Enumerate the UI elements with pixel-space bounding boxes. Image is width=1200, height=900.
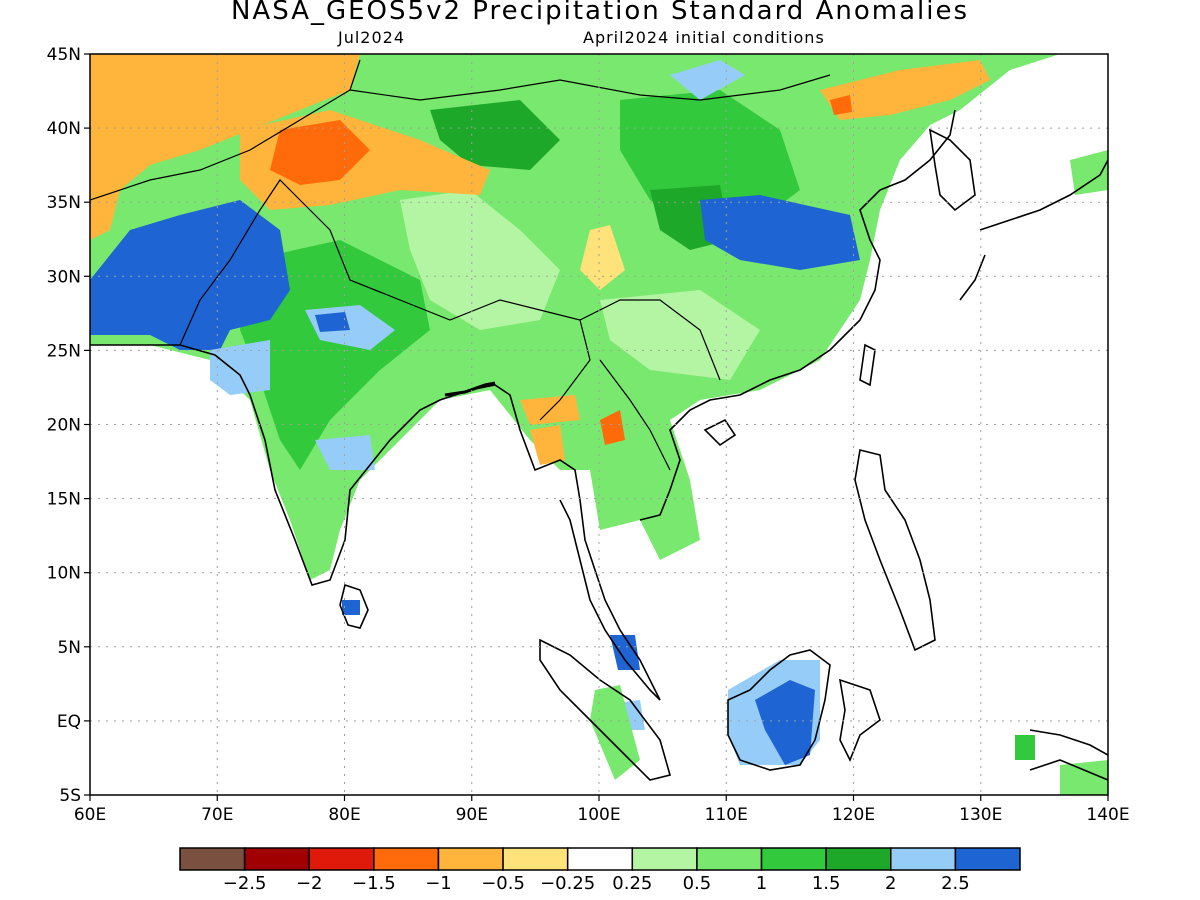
wet-anomaly-area: [700, 195, 860, 270]
light-green-anomaly-area: [400, 190, 560, 330]
colorbar-swatch: [502, 847, 569, 871]
colorbar-label: 2: [885, 873, 896, 894]
y-tick-label: 10N: [47, 564, 81, 584]
wet-anomaly-area: [610, 635, 640, 670]
dry-anomaly-area: [580, 225, 625, 290]
x-tick-label: 60E: [74, 805, 106, 825]
colorbar-swatch: [696, 847, 763, 871]
colorbar-label: 2.5: [941, 873, 970, 894]
colorbar-swatch: [954, 847, 1021, 871]
coastline-borneo: [727, 649, 831, 771]
green-anomaly-area: [590, 685, 640, 780]
coastline-philippines: [854, 449, 936, 652]
colorbar-swatch: [825, 847, 892, 871]
coastline-sulawesi: [838, 678, 881, 762]
colorbar-label: −1.5: [352, 873, 396, 894]
x-tick-label: 100E: [577, 805, 620, 825]
axis-ticks: 60E 70E 80E 90E 100E 110E 120E 130E 140E 5S EQ 5N 10…: [47, 45, 1130, 825]
colorbar-swatch: [437, 847, 504, 871]
x-tick-label: 120E: [832, 805, 875, 825]
x-tick-label: 80E: [328, 805, 360, 825]
x-tick-label: 70E: [201, 805, 233, 825]
colorbar-label: 1: [756, 873, 767, 894]
y-tick-label: 35N: [47, 193, 81, 213]
strong-dry-anomaly-area: [830, 95, 852, 115]
y-tick-label: 15N: [47, 490, 81, 510]
x-tick-label: 110E: [705, 805, 748, 825]
initial-conditions-label: April2024 initial conditions: [583, 28, 825, 47]
y-tick-label: 20N: [47, 416, 81, 436]
colorbar-swatch: [631, 847, 698, 871]
coastline-sri-lanka: [339, 583, 369, 629]
green-anomaly-area: [1070, 150, 1108, 195]
colorbar-label: −0.5: [481, 873, 525, 894]
x-tick-label: 130E: [959, 805, 1002, 825]
colorbar-swatch: [760, 847, 827, 871]
wet-anomaly-area: [90, 200, 290, 350]
light-green-anomaly-area: [600, 290, 760, 380]
y-tick-label: 5N: [57, 638, 81, 658]
colorbar-label: 0.5: [683, 873, 712, 894]
green-anomaly-area: [240, 240, 430, 470]
coastline-korea: [928, 128, 976, 212]
wet-anomaly-area: [315, 435, 375, 470]
dry-anomaly-area: [90, 54, 360, 240]
y-tick-label: 30N: [47, 267, 81, 287]
colorbar-swatch: [890, 847, 957, 871]
coastline-south-asia: [90, 344, 661, 701]
colorbar-swatch: [373, 847, 440, 871]
y-tick-label: EQ: [57, 712, 81, 732]
country-borders: [90, 59, 831, 471]
dry-anomaly-area: [820, 60, 990, 120]
colorbar-swatch: [308, 847, 375, 871]
plot-title: NASA_GEOS5v2 Precipitation Standard Anom…: [230, 0, 970, 26]
colorbar-label: −2: [296, 873, 323, 894]
green-anomaly-area: [1015, 735, 1035, 760]
y-tick-label: 40N: [47, 119, 81, 139]
coastline-japan: [959, 159, 1108, 301]
coastline-indochina: [639, 109, 956, 521]
green-anomaly-area: [430, 100, 560, 170]
colorbar-swatch: [566, 847, 634, 871]
colorbar-label: −1: [425, 873, 452, 894]
forecast-month-label: Jul2024: [338, 28, 406, 47]
colorbar-label: −0.25: [540, 873, 595, 894]
colorbar: −2.5 −2 −1.5 −1 −0.5 −0.25 0.25 0.5 1 1.5 2 2.5: [179, 847, 1021, 894]
coastline-taiwan: [859, 343, 876, 387]
colorbar-swatch: [243, 847, 310, 871]
x-tick-label: 90E: [456, 805, 488, 825]
coastline-sumatra: [539, 638, 671, 781]
coastline-new-guinea: [1029, 729, 1108, 781]
ganges-delta: [444, 381, 496, 397]
colorbar-swatch: [179, 847, 246, 871]
colorbar-label: −2.5: [223, 873, 267, 894]
strong-dry-anomaly-area: [600, 410, 625, 445]
wet-anomaly-area: [755, 680, 815, 765]
coastlines: [90, 59, 1108, 781]
green-anomaly-area: [1060, 760, 1108, 795]
y-tick-label: 45N: [47, 45, 81, 65]
grid-lines: [90, 54, 1108, 795]
y-tick-label: 5S: [59, 786, 81, 806]
anomaly-field: [90, 54, 1108, 795]
wet-anomaly-area: [315, 312, 350, 332]
x-tick-label: 140E: [1086, 805, 1129, 825]
wet-anomaly-area: [342, 600, 360, 615]
wet-anomaly-area: [210, 340, 270, 395]
colorbar-label: 1.5: [812, 873, 841, 894]
y-tick-label: 25N: [47, 341, 81, 361]
strong-dry-anomaly-area: [270, 120, 370, 185]
coastline-hainan: [703, 418, 737, 447]
dry-anomaly-area: [530, 425, 565, 465]
colorbar-label: 0.25: [612, 873, 652, 894]
